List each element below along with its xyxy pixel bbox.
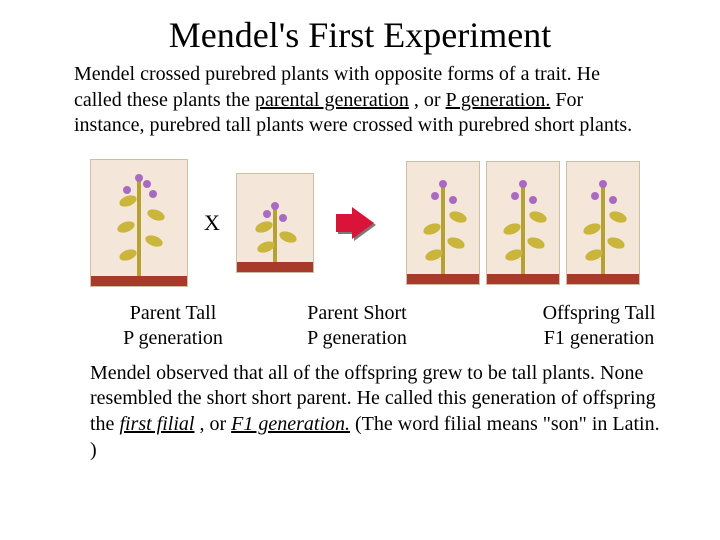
- caption-line: Parent Short: [307, 302, 406, 324]
- intro-text-2: , or: [409, 89, 446, 111]
- caption-line: F1 generation: [544, 327, 655, 349]
- arrow-icon: [330, 204, 378, 242]
- caption-offspring: Offspring Tall F1 generation: [504, 301, 694, 351]
- intro-underline-1: parental generation: [255, 89, 409, 111]
- outro-paragraph: Mendel observed that all of the offsprin…: [0, 361, 720, 463]
- outro-text-2: , or: [194, 413, 231, 435]
- offspring-plant-image: [406, 161, 480, 285]
- captions-row: Parent Tall P generation Parent Short P …: [0, 291, 720, 361]
- offspring-group: [406, 161, 640, 285]
- parent-short-plant-image: [236, 173, 314, 273]
- offspring-plant-image: [566, 161, 640, 285]
- parent-tall-plant-image: [90, 159, 188, 287]
- intro-underline-2: P generation.: [446, 89, 551, 111]
- cross-symbol: X: [198, 210, 226, 236]
- caption-parent-short: Parent Short P generation: [272, 301, 442, 351]
- intro-paragraph: Mendel crossed purebred plants with oppo…: [0, 62, 720, 139]
- caption-parent-tall: Parent Tall P generation: [78, 301, 268, 351]
- offspring-plant-image: [486, 161, 560, 285]
- caption-line: Offspring Tall: [543, 302, 656, 324]
- caption-line: Parent Tall: [130, 302, 217, 324]
- outro-italic-underline-1: first filial: [119, 413, 194, 435]
- caption-line: P generation: [307, 327, 407, 349]
- caption-line: P generation: [123, 327, 223, 349]
- diagram-row: X: [0, 139, 720, 291]
- outro-italic-underline-2: F1 generation.: [231, 413, 350, 435]
- page-title: Mendel's First Experiment: [0, 0, 720, 62]
